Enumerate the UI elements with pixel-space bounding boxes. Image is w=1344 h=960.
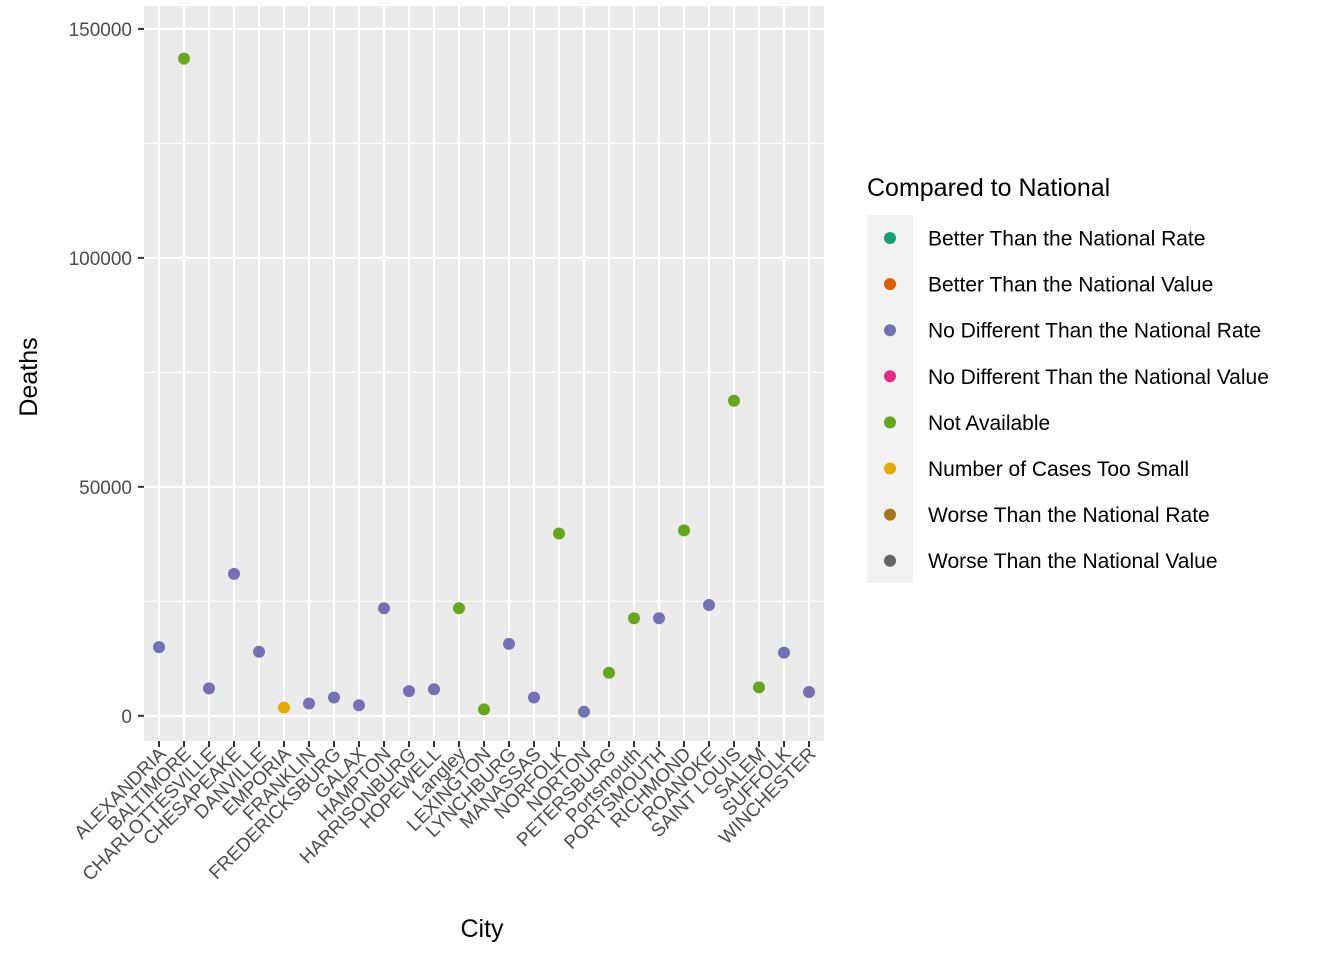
legend-label: Not Available — [928, 412, 1050, 435]
data-point — [428, 683, 440, 696]
x-axis-title: City — [460, 915, 504, 943]
legend-key — [884, 324, 896, 337]
legend-label: Number of Cases Too Small — [928, 458, 1189, 481]
data-point — [653, 612, 665, 625]
legend-key — [884, 416, 896, 429]
legend-key-background — [867, 215, 913, 583]
data-point — [153, 641, 165, 654]
data-point — [778, 646, 790, 659]
y-tick-label: 150000 — [69, 20, 132, 41]
legend-key — [884, 232, 896, 244]
legend-label: No Different Than the National Rate — [928, 320, 1261, 343]
legend-label: Worse Than the National Value — [928, 550, 1218, 573]
legend: Compared to National Better Than the Nat… — [867, 174, 1269, 583]
legend-label: Worse Than the National Rate — [928, 504, 1210, 527]
legend-title: Compared to National — [867, 174, 1110, 202]
legend-key — [884, 278, 896, 291]
data-point — [453, 602, 465, 615]
data-point — [528, 691, 540, 704]
legend-key — [884, 462, 896, 475]
data-point — [703, 598, 715, 611]
data-point — [328, 691, 340, 704]
data-point — [603, 666, 615, 679]
y-tick-label: 0 — [121, 707, 132, 728]
legend-key — [884, 508, 896, 521]
data-point — [253, 645, 265, 658]
legend-key — [884, 554, 896, 567]
data-point — [303, 697, 315, 710]
legend-label: Better Than the National Rate — [928, 228, 1205, 251]
data-point — [353, 699, 365, 712]
data-point — [203, 682, 215, 695]
data-point — [578, 705, 590, 718]
data-point — [403, 685, 415, 698]
major-gridlines — [144, 6, 824, 741]
data-point — [803, 686, 815, 698]
legend-key — [884, 370, 896, 383]
data-point — [553, 527, 565, 540]
y-tick-label: 100000 — [69, 249, 132, 270]
legend-items: Better Than the National Rate Better Than… — [884, 228, 1269, 573]
y-axis: 0 50000 100000 150000 — [69, 20, 144, 728]
data-point — [728, 394, 740, 407]
data-point — [478, 703, 490, 716]
data-point — [178, 52, 190, 65]
data-point — [678, 524, 690, 537]
data-point — [278, 701, 290, 714]
data-points — [153, 52, 815, 718]
data-point — [228, 567, 240, 580]
legend-label: Better Than the National Value — [928, 274, 1213, 297]
y-tick-label: 50000 — [79, 478, 132, 499]
data-point — [628, 612, 640, 625]
y-axis-title: Deaths — [15, 337, 43, 416]
legend-label: No Different Than the National Value — [928, 366, 1269, 389]
data-point — [503, 637, 515, 650]
data-point — [378, 602, 390, 615]
data-point — [753, 681, 765, 694]
x-axis: ALEXANDRIABALTIMORECHARLOTTESVILLECHESAP… — [71, 741, 821, 885]
